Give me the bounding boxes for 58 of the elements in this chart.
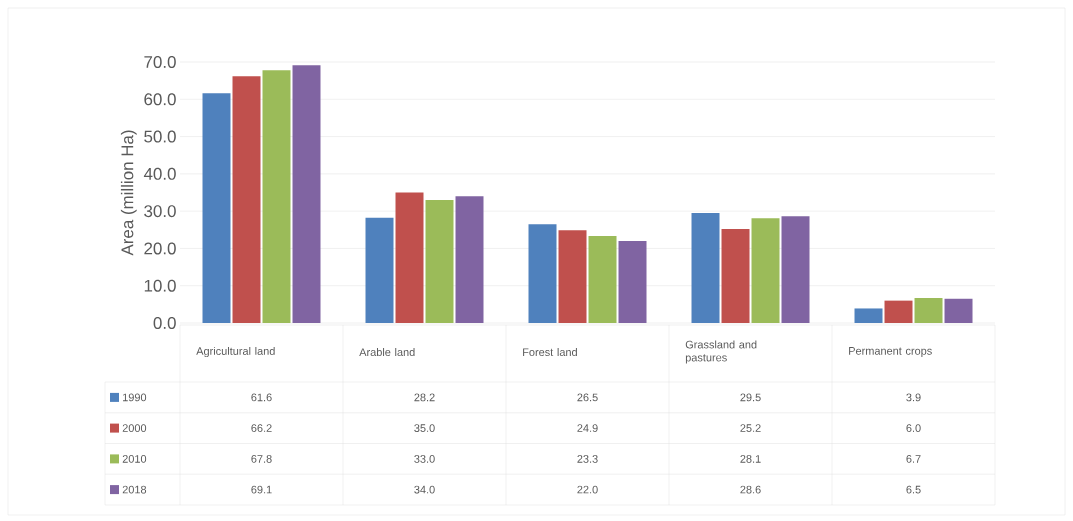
bar [588,236,617,323]
data-label: 6.5 [906,485,921,494]
bar [202,93,231,323]
bar [558,230,587,323]
data-label: 23.3 [577,455,598,463]
data-label: 34.0 [414,485,435,494]
x-tick-label: Arable land [359,347,415,357]
data-label: 22.0 [577,485,598,494]
bar [618,240,647,323]
bar [232,76,261,323]
bar [425,199,454,323]
data-label: 66.2 [251,424,272,432]
bar [365,217,394,323]
y-tick-label: 20.0 [144,242,176,255]
bar [854,308,883,323]
y-tick-label: 40.0 [143,167,176,180]
y-tick-label: 70.0 [144,56,176,68]
data-label: 61.6 [251,393,272,402]
data-label: 3.9 [906,393,921,402]
bar [292,65,321,323]
data-label: 26.5 [577,393,598,402]
bar [884,300,913,323]
data-label: 35.0 [414,424,435,432]
y-tick-label: 60.0 [144,93,176,106]
legend-label: 2000 [122,424,147,432]
y-tick-label: 10.0 [144,279,176,292]
y-tick-label: 50.0 [144,130,176,143]
data-label: 33.0 [414,455,435,463]
bar [691,213,720,323]
bar [914,298,943,323]
x-tick-label: Permanent crops [849,347,932,357]
data-label: 28.6 [740,485,761,494]
data-label: 69.1 [251,485,272,494]
data-label: 25.2 [740,424,761,432]
y-axis-title: Area (million Ha) [120,130,137,256]
data-label: 24.9 [577,424,598,432]
bar [721,229,750,323]
data-label: 28.2 [414,393,435,402]
bar [395,192,424,323]
bar [455,196,484,323]
legend-label: 2018 [122,485,147,494]
data-label: 6.7 [906,455,921,463]
bar [528,224,557,323]
data-label: 67.8 [251,455,272,463]
bar [751,218,780,323]
data-label: 6.0 [906,424,921,432]
y-tick-label: 30.0 [144,205,176,218]
x-tick-label: Grassland and pastures [685,340,757,364]
legend-label: 2010 [122,455,147,463]
x-tick-label: Forest land [523,347,577,357]
data-label: 28.1 [740,455,761,463]
bar [944,298,973,323]
legend-label: 1990 [123,393,147,402]
data-label: 29.5 [740,393,761,402]
x-tick-label: Agricultural land [196,346,275,358]
bar [781,216,810,323]
y-tick-label: 0.0 [153,317,176,329]
bar [262,70,291,323]
